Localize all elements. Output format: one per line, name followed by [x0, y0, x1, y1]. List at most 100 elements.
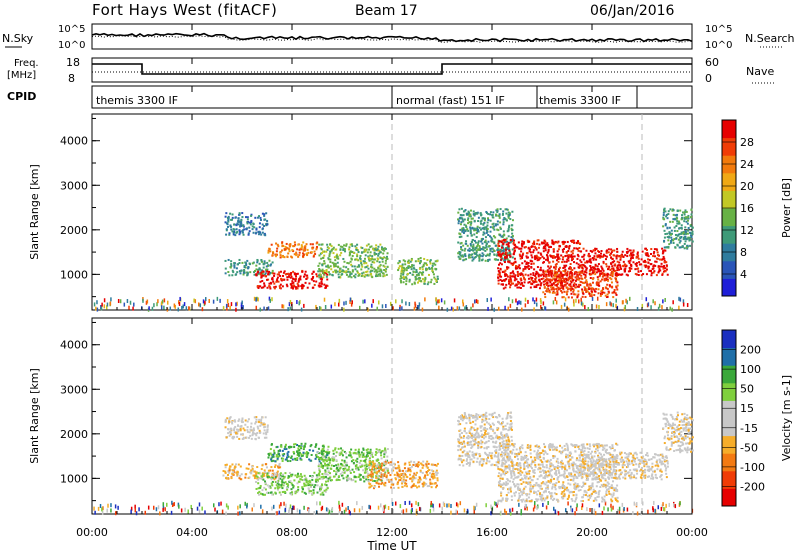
data-cell: [262, 266, 265, 269]
data-cell: [271, 276, 274, 279]
data-cell: [566, 258, 569, 261]
data-cell: [384, 460, 387, 463]
data-cell: [254, 475, 257, 478]
data-cell: [294, 457, 297, 460]
data-cell: [273, 449, 276, 452]
data-cell: [541, 255, 544, 258]
data-cell: [312, 492, 315, 495]
data-cell: [275, 484, 278, 487]
data-cell: [364, 250, 367, 253]
noise-tick-top-right: 10^5: [705, 24, 732, 35]
data-cell: [687, 226, 690, 229]
data-cell: [496, 223, 499, 226]
data-cell: [377, 266, 380, 269]
data-cell: [582, 264, 585, 267]
data-cell: [278, 504, 281, 509]
data-cell: [398, 479, 401, 482]
data-cell: [470, 248, 473, 251]
data-cell: [242, 427, 245, 430]
data-cell: [348, 509, 351, 514]
data-cell: [229, 212, 232, 215]
data-cell: [499, 256, 502, 259]
data-cell: [609, 253, 612, 256]
data-cell: [509, 303, 512, 308]
data-cell: [294, 278, 297, 281]
data-cell: [663, 270, 666, 273]
data-cell: [382, 507, 384, 512]
data-cell: [323, 283, 326, 286]
data-cell: [436, 479, 439, 482]
data-cell: [330, 304, 333, 309]
data-cell: [545, 282, 548, 285]
data-cell: [654, 264, 657, 267]
data-cell: [653, 250, 656, 253]
data-cell: [289, 445, 292, 448]
data-cell: [258, 226, 261, 229]
data-cell: [299, 247, 302, 250]
data-cell: [235, 231, 238, 234]
data-cell: [286, 278, 289, 281]
data-cell: [375, 481, 378, 484]
data-cell: [259, 477, 262, 480]
data-cell: [466, 244, 469, 247]
data-cell: [446, 503, 448, 508]
data-cell: [496, 437, 499, 440]
data-cell: [392, 486, 395, 489]
data-cell: [457, 503, 459, 508]
data-cell: [321, 466, 324, 469]
data-cell: [497, 457, 500, 460]
data-cell: [263, 284, 266, 287]
data-cell: [378, 249, 381, 252]
data-cell: [402, 473, 405, 476]
data-cell: [319, 488, 322, 491]
data-cell: [231, 436, 234, 439]
data-cell: [483, 437, 486, 440]
data-cell: [325, 460, 328, 463]
data-cell: [533, 243, 536, 246]
data-cell: [329, 472, 332, 475]
data-cell: [424, 474, 427, 477]
data-cell: [434, 278, 437, 281]
data-cell: [662, 250, 665, 253]
data-cell: [519, 255, 522, 258]
data-cell: [407, 265, 410, 268]
data-cell: [278, 486, 281, 489]
data-cell: [590, 293, 593, 296]
data-cell: [553, 272, 556, 275]
data-cell: [520, 243, 523, 246]
data-cell: [474, 229, 477, 232]
data-cell: [507, 306, 509, 311]
data-cell: [259, 424, 262, 427]
data-cell: [359, 453, 362, 456]
data-cell: [364, 471, 367, 474]
data-cell: [384, 447, 387, 450]
data-cell: [613, 249, 616, 252]
data-cell: [408, 302, 411, 307]
data-cell: [635, 262, 638, 265]
data-cell: [388, 480, 391, 483]
data-cell: [505, 208, 508, 211]
data-cell: [691, 240, 694, 243]
data-cell: [359, 254, 362, 257]
data-cell: [318, 243, 321, 246]
data-cell: [245, 227, 248, 230]
data-cell: [229, 266, 232, 269]
data-cell: [498, 250, 501, 253]
data-cell: [536, 256, 539, 259]
data-cell: [110, 503, 112, 508]
data-cell: [270, 443, 273, 446]
data-cell: [315, 248, 318, 251]
data-cell: [550, 255, 553, 258]
data-cell: [302, 255, 305, 258]
data-cell: [552, 243, 555, 246]
data-cell: [501, 279, 504, 282]
data-cell: [319, 493, 322, 496]
data-cell: [236, 301, 238, 306]
data-cell: [557, 279, 560, 282]
data-cell: [538, 243, 541, 246]
data-cell: [230, 225, 233, 228]
data-cell: [253, 226, 256, 229]
data-cell: [366, 448, 369, 451]
data-cell: [239, 272, 242, 275]
data-cell: [368, 248, 371, 251]
